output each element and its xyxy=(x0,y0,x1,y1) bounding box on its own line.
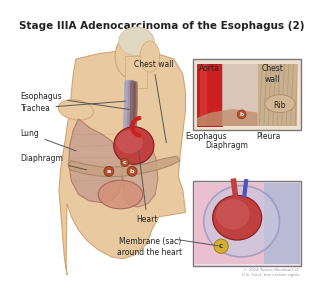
Circle shape xyxy=(214,239,228,254)
Text: c: c xyxy=(219,243,223,249)
Bar xyxy=(193,59,301,130)
Ellipse shape xyxy=(213,195,262,240)
Text: Stage IIIA Adenocarcinoma of the Esophagus (2): Stage IIIA Adenocarcinoma of the Esophag… xyxy=(19,21,304,31)
Ellipse shape xyxy=(58,100,94,120)
Ellipse shape xyxy=(265,95,295,112)
Text: Diaphragm: Diaphragm xyxy=(21,154,87,170)
Ellipse shape xyxy=(114,127,154,164)
Text: Heart: Heart xyxy=(136,151,158,224)
Text: Chest
wall: Chest wall xyxy=(262,64,284,84)
Polygon shape xyxy=(123,132,158,207)
Bar xyxy=(194,183,299,264)
Ellipse shape xyxy=(98,180,143,209)
Ellipse shape xyxy=(116,130,143,154)
Ellipse shape xyxy=(115,33,152,80)
Text: Aorta: Aorta xyxy=(199,64,220,74)
Text: b: b xyxy=(240,112,244,117)
Text: Membrane (sac)
around the heart: Membrane (sac) around the heart xyxy=(117,237,182,257)
Circle shape xyxy=(104,167,114,176)
Polygon shape xyxy=(197,109,258,126)
Circle shape xyxy=(127,167,137,176)
Ellipse shape xyxy=(119,27,154,56)
Text: Pleura: Pleura xyxy=(256,132,281,141)
Text: Chest wall: Chest wall xyxy=(133,60,173,143)
Polygon shape xyxy=(59,50,185,275)
Bar xyxy=(193,181,301,266)
Ellipse shape xyxy=(140,41,160,72)
Text: Trachea: Trachea xyxy=(21,101,126,112)
Bar xyxy=(222,64,258,126)
Text: Esophagus: Esophagus xyxy=(185,132,227,141)
Text: c: c xyxy=(123,160,127,165)
Text: a: a xyxy=(107,169,111,174)
Text: Rib: Rib xyxy=(274,101,286,110)
Text: © 2014 Terese Winslow LLC
U.S. Govt. has certain rights: © 2014 Terese Winslow LLC U.S. Govt. has… xyxy=(242,268,299,277)
Circle shape xyxy=(237,110,246,119)
Circle shape xyxy=(121,158,129,166)
Ellipse shape xyxy=(204,186,279,257)
Polygon shape xyxy=(69,119,122,202)
Bar xyxy=(200,64,207,126)
Bar xyxy=(258,64,297,126)
Text: Diaphragm: Diaphragm xyxy=(205,141,248,150)
Bar xyxy=(125,56,147,88)
Text: Esophagus: Esophagus xyxy=(21,92,129,110)
Text: Lung: Lung xyxy=(21,130,76,151)
Ellipse shape xyxy=(216,199,250,229)
Polygon shape xyxy=(68,156,180,177)
Text: b: b xyxy=(130,169,134,174)
Bar xyxy=(197,64,222,126)
Bar xyxy=(264,183,299,264)
